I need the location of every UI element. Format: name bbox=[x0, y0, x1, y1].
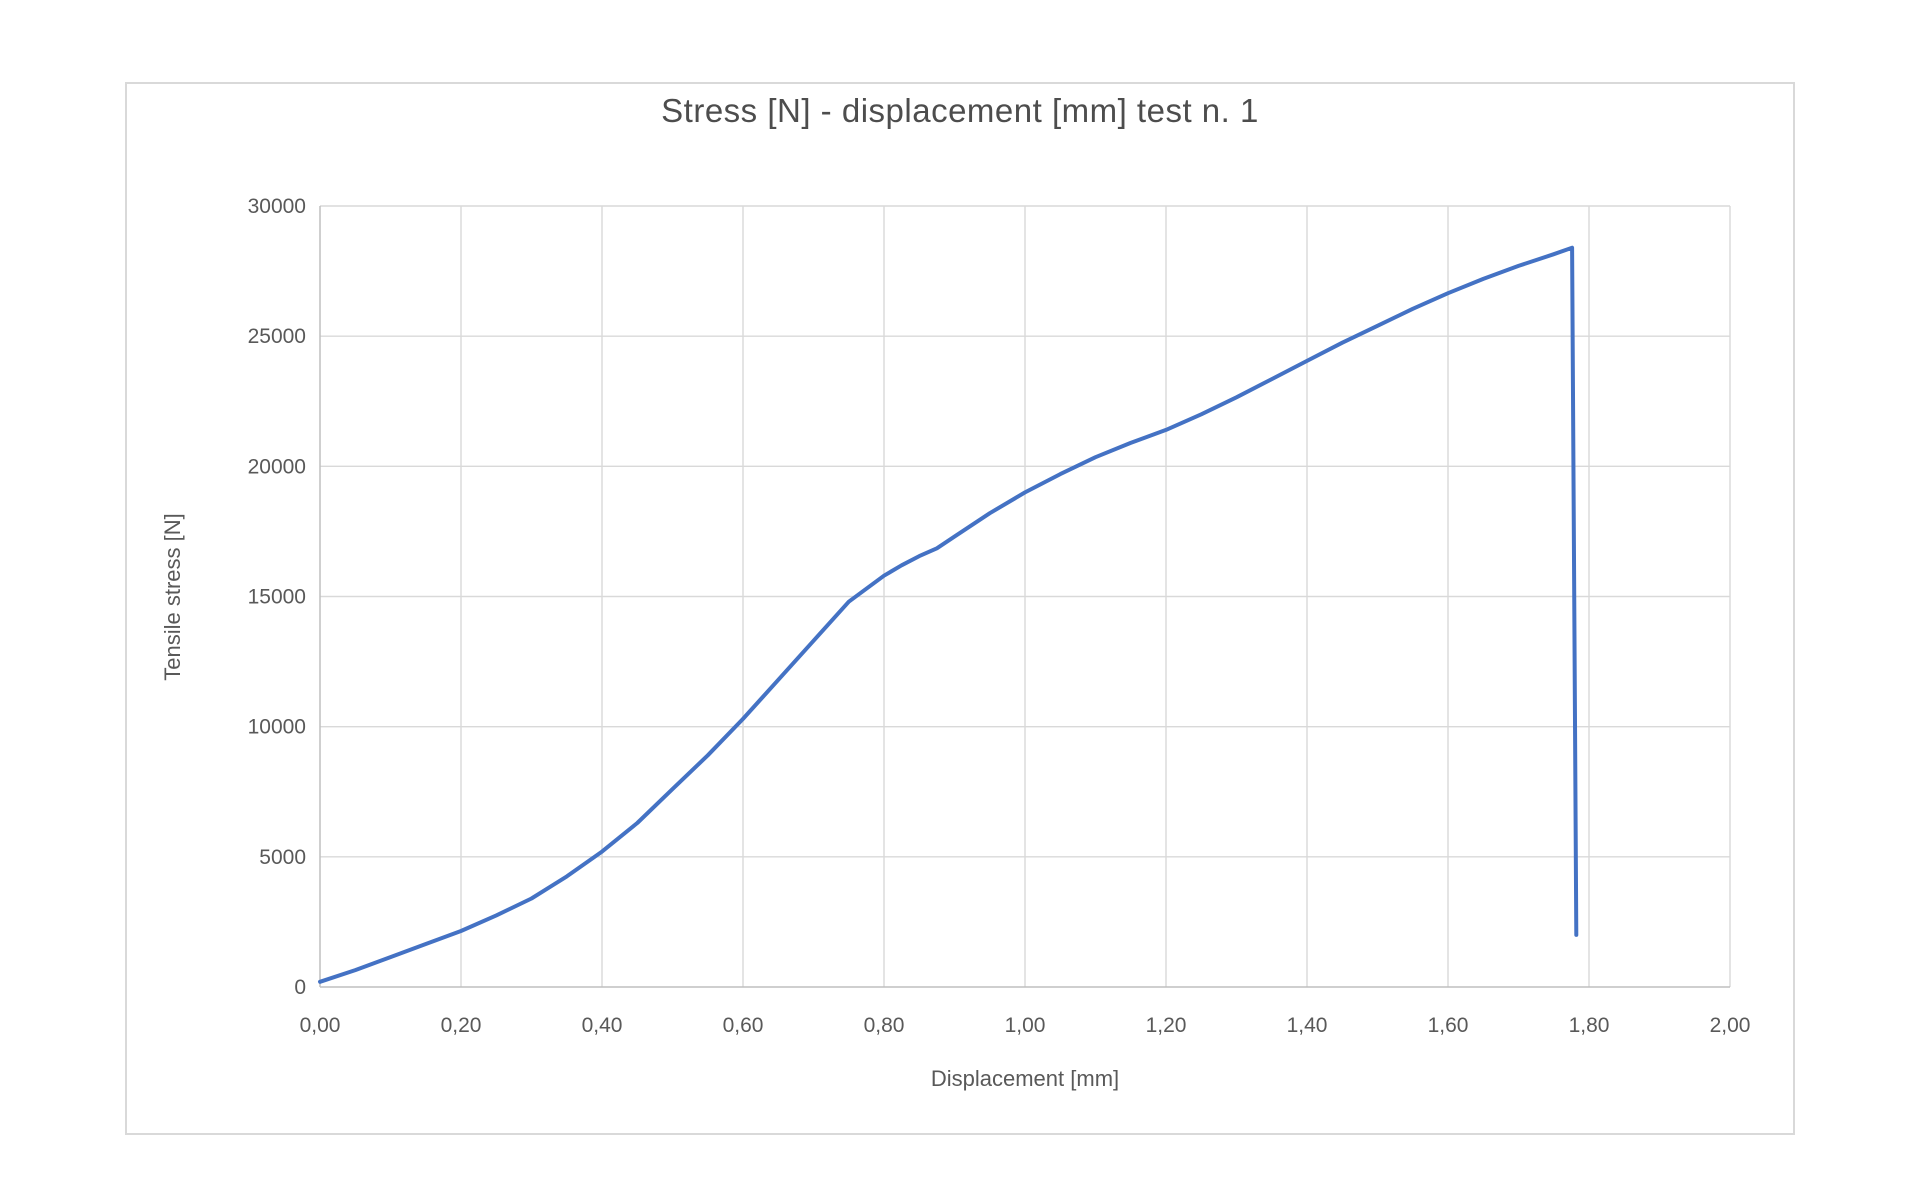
y-tick-label: 30000 bbox=[248, 195, 306, 218]
y-tick-label: 10000 bbox=[248, 716, 306, 739]
x-tick-label: 0,40 bbox=[582, 1014, 623, 1037]
x-tick-label: 0,00 bbox=[300, 1014, 341, 1037]
x-axis-title: Displacement [mm] bbox=[930, 1066, 1120, 1091]
chart-title: Stress [N] - displacement [mm] test n. 1 bbox=[661, 92, 1259, 129]
x-tick-label: 0,20 bbox=[441, 1014, 482, 1037]
x-tick-label: 1,20 bbox=[1146, 1014, 1187, 1037]
x-tick-label: 0,60 bbox=[723, 1014, 764, 1037]
y-axis-title: Tensile stress [N] bbox=[160, 513, 185, 681]
series-line bbox=[318, 245, 1579, 984]
x-tick-label: 2,00 bbox=[1710, 1014, 1751, 1037]
x-tick-label: 1,40 bbox=[1287, 1014, 1328, 1037]
chart-frame: Stress [N] - displacement [mm] test n. 1… bbox=[125, 82, 1795, 1135]
x-tick-label: 1,00 bbox=[1005, 1014, 1046, 1037]
y-tick-label: 0 bbox=[294, 976, 306, 999]
y-tick-label: 5000 bbox=[259, 846, 306, 869]
y-tick-label: 15000 bbox=[248, 586, 306, 609]
y-tick-label: 25000 bbox=[248, 325, 306, 348]
x-tick-label: 1,80 bbox=[1569, 1014, 1610, 1037]
plot-svg: 0 5000 10000 15000 20000 25000 30000 0,00 0,20 0,… bbox=[248, 195, 1751, 1037]
y-tick-label: 20000 bbox=[248, 455, 306, 478]
x-tick-label: 1,60 bbox=[1428, 1014, 1469, 1037]
x-tick-label: 0,80 bbox=[864, 1014, 905, 1037]
